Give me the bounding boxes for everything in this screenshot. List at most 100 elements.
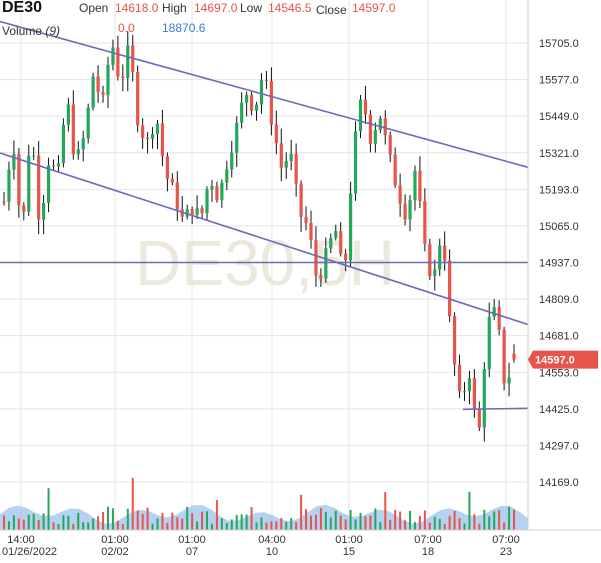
volume-bar <box>413 522 416 530</box>
candle-down <box>141 125 145 138</box>
volume-bar <box>359 512 362 530</box>
candle-up <box>349 193 353 261</box>
volume-bar <box>433 516 436 530</box>
candle-up <box>12 154 16 170</box>
volume-period: (9) <box>45 24 61 38</box>
volume-bar <box>305 509 308 530</box>
volume-bar <box>354 519 357 530</box>
volume-bar <box>67 515 70 530</box>
x-tick-time: 04:00 <box>258 534 286 546</box>
volume-bar <box>87 522 90 530</box>
upper-trendline <box>0 20 529 169</box>
candle-up <box>195 208 199 215</box>
candle-up <box>259 80 264 105</box>
candle-up <box>235 122 239 153</box>
x-tick-time: 01:00 <box>101 534 129 546</box>
candle-down <box>145 137 150 139</box>
volume-bar <box>498 510 501 530</box>
volume-bar <box>92 518 95 530</box>
drawn-lines[interactable] <box>0 20 529 411</box>
x-tick-time: 07:00 <box>492 534 520 546</box>
candle-down <box>160 123 165 157</box>
candle-down <box>477 408 481 428</box>
lower-trendline <box>0 152 529 326</box>
volume-bar <box>146 507 149 530</box>
y-tick-label: 14297.0 <box>539 440 579 452</box>
candle-down <box>2 201 6 203</box>
candle-up <box>46 165 51 203</box>
candle-up <box>482 369 486 428</box>
x-tick-date: 07 <box>186 546 198 558</box>
candle-up <box>230 152 234 170</box>
candle-up <box>462 391 467 393</box>
volume-bar <box>171 512 174 530</box>
volume-bar <box>309 515 312 530</box>
y-tick-label: 15449.0 <box>539 111 579 123</box>
candle-up <box>492 307 496 317</box>
candle-up <box>86 107 90 139</box>
candle-down <box>363 99 368 115</box>
candle-up <box>66 104 70 125</box>
volume-bar <box>389 519 392 530</box>
volume-bar <box>57 523 60 530</box>
volume-bar <box>102 511 105 530</box>
volume-bar <box>369 515 372 530</box>
y-tick-label: 14937.0 <box>539 258 579 270</box>
high-value: 14697.0 <box>194 1 238 15</box>
candle-down <box>457 364 462 392</box>
candle-down <box>249 94 254 111</box>
candle-down <box>418 170 422 201</box>
low-value: 14546.5 <box>268 1 312 15</box>
candle-down <box>319 275 323 279</box>
candle-down <box>443 245 447 261</box>
volume-bar <box>394 509 397 530</box>
candle-up <box>408 200 412 220</box>
volume-bar <box>210 523 213 530</box>
volume-bar <box>285 521 288 530</box>
candle-down <box>304 216 308 223</box>
volume-bar <box>106 506 109 530</box>
x-tick-date: 10 <box>266 546 278 558</box>
volume-bar <box>37 520 40 530</box>
volume-bar <box>245 514 248 530</box>
volume-bar <box>364 516 367 530</box>
candle-down <box>428 243 432 276</box>
volume-bar <box>250 507 253 530</box>
y-tick-label: 15577.0 <box>539 75 579 87</box>
candle-down <box>121 76 125 78</box>
candle-down <box>383 118 387 136</box>
candle-up <box>76 149 80 155</box>
candle-up <box>334 231 338 238</box>
volume-bar <box>116 520 119 530</box>
candle-down <box>17 154 21 206</box>
x-tick-time: 14:00 <box>7 534 35 546</box>
volume-bar <box>111 508 114 530</box>
candle-down <box>51 165 56 167</box>
candle-down <box>101 92 105 95</box>
symbol-label: DE30 <box>2 0 43 16</box>
y-tick-label: 15705.0 <box>539 38 579 50</box>
x-tick-date: 02/02 <box>101 546 129 558</box>
candle-down <box>403 203 407 220</box>
volume-bar <box>52 522 55 530</box>
volume-bar <box>300 494 303 530</box>
candle-up <box>7 169 11 202</box>
candle-down <box>165 156 169 179</box>
candle-down <box>388 135 392 155</box>
candle-down <box>344 253 348 261</box>
volume-bar <box>12 515 15 530</box>
candle-up <box>245 94 249 103</box>
candle-up <box>329 237 333 249</box>
candle-up <box>284 161 288 168</box>
volume-bar <box>493 511 496 530</box>
candle-up <box>111 47 115 65</box>
volume-bar <box>290 518 293 530</box>
candle-up <box>150 133 155 139</box>
candle-up <box>91 76 95 108</box>
y-axis: 15705.0 15577.0 15449.0 15321.0 15193.0 15065… <box>527 0 579 530</box>
volume-bar <box>329 517 332 530</box>
candle-up <box>42 202 46 220</box>
volume-bar <box>196 521 199 530</box>
